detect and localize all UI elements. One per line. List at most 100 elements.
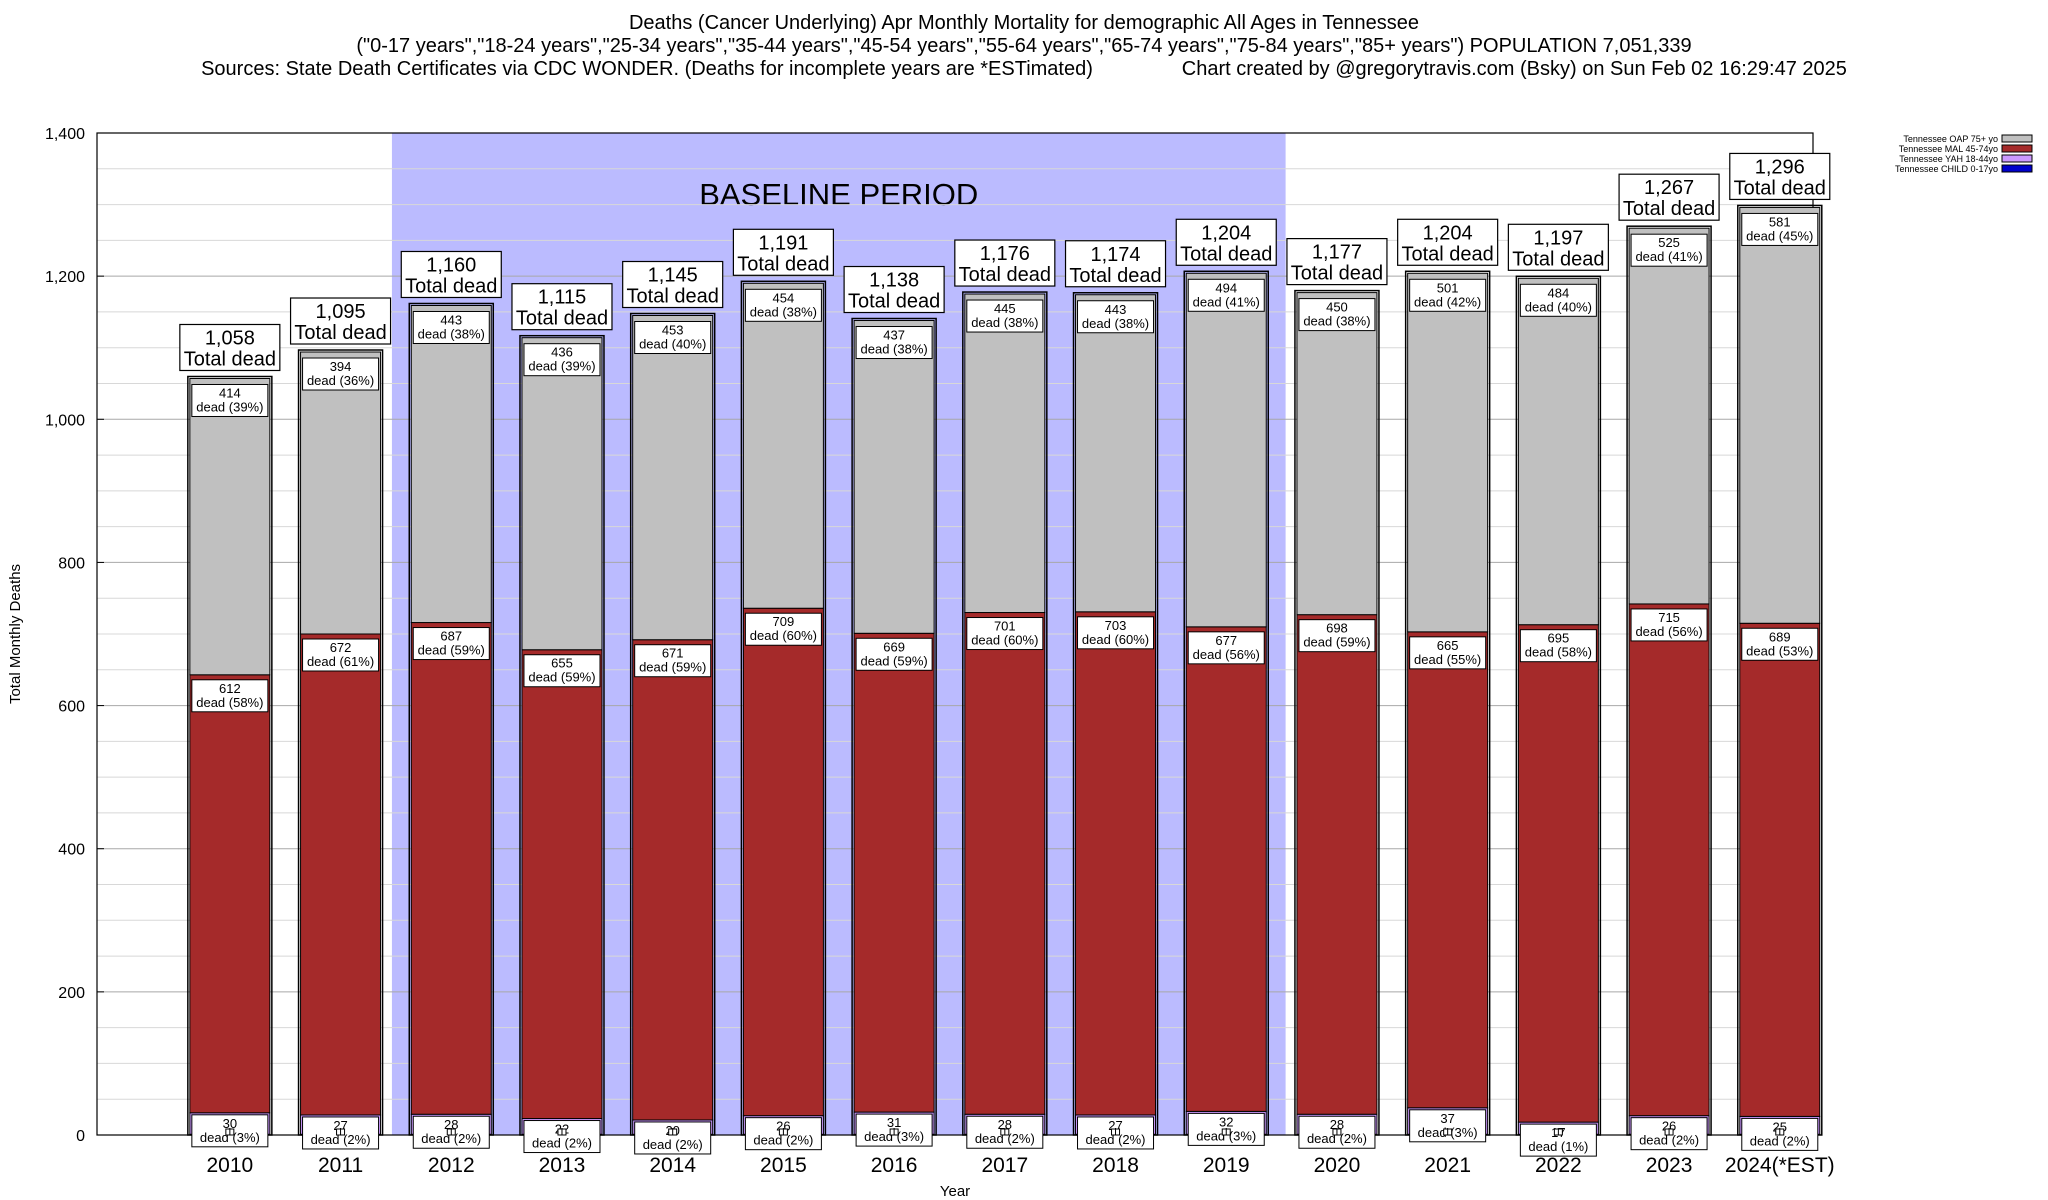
total-label-box <box>1175 218 1277 266</box>
oap-label-box <box>1741 212 1819 246</box>
x-tick-label: 2022 <box>1535 1154 1582 1177</box>
yah-label-value: 37 <box>1440 1111 1454 1126</box>
bar-segment-mal <box>964 612 1046 1115</box>
yah-label-pct: dead (2%) <box>311 1132 371 1147</box>
bar-segment-oap <box>742 282 824 609</box>
oap-label-pct: dead (38%) <box>971 315 1038 330</box>
chart-credit: Chart created by @gregorytravis.com (Bsk… <box>1181 58 1847 80</box>
total-label-suffix: Total dead <box>294 322 386 344</box>
mal-label-value: 677 <box>1215 633 1237 648</box>
oap-label-box <box>966 299 1044 333</box>
chart-header: Deaths (Cancer Underlying) Apr Monthly M… <box>0 12 2048 81</box>
mal-label-value: 672 <box>330 640 352 655</box>
mal-label-value: 701 <box>994 619 1016 634</box>
y-tick-label: 0 <box>76 1128 85 1145</box>
mal-label-pct: dead (60%) <box>971 633 1038 648</box>
y-tick-label: 400 <box>58 842 85 859</box>
y-tick-label: 200 <box>58 985 85 1002</box>
mal-label-box <box>966 617 1044 651</box>
oap-label-value: 437 <box>883 328 905 343</box>
mal-label-box <box>1077 616 1155 650</box>
mal-label-box <box>412 627 490 661</box>
mal-label-value: 665 <box>1437 638 1459 653</box>
mal-label-box <box>855 637 933 671</box>
oap-label-value: 484 <box>1548 285 1570 300</box>
oap-label-value: 443 <box>440 312 462 327</box>
oap-label-value: 436 <box>551 345 573 360</box>
baseline-period-label: BASELINE PERIOD <box>699 177 978 212</box>
oap-label-pct: dead (45%) <box>1746 228 1813 243</box>
mal-label-value: 655 <box>551 656 573 671</box>
x-tick-label: 2018 <box>1092 1154 1139 1177</box>
bar-segment-oap <box>1296 292 1378 616</box>
oap-label-value: 525 <box>1658 235 1680 250</box>
x-tick-label: 2014 <box>649 1154 696 1177</box>
yah-label-pct: dead (2%) <box>1086 1132 1146 1147</box>
mal-label-box <box>191 679 269 713</box>
total-label-suffix: Total dead <box>1512 248 1604 270</box>
mal-label-pct: dead (53%) <box>1746 643 1813 658</box>
total-label-box <box>289 297 392 345</box>
total-label-value: 1,145 <box>648 265 698 287</box>
mal-label-pct: dead (58%) <box>1525 645 1592 660</box>
mal-label-box <box>1519 629 1597 663</box>
bar-segment-mal <box>189 674 271 1114</box>
oap-label-box <box>1077 300 1155 334</box>
total-label-suffix: Total dead <box>184 348 276 370</box>
x-tick-label: 2017 <box>981 1154 1028 1177</box>
total-label-value: 1,174 <box>1090 244 1140 266</box>
mal-label-value: 709 <box>773 614 795 629</box>
bar-segment-oap <box>632 315 714 641</box>
yah-label-pct: dead (2%) <box>1307 1131 1367 1146</box>
mal-label-value: 703 <box>1105 618 1127 633</box>
total-label-box <box>511 283 613 331</box>
mal-label-value: 669 <box>883 639 905 654</box>
legend-swatch <box>2001 164 2033 173</box>
oap-label-pct: dead (40%) <box>1525 299 1592 314</box>
mal-label-pct: dead (59%) <box>528 670 595 685</box>
oap-label-box <box>1409 278 1487 312</box>
total-label-box <box>179 323 281 372</box>
oap-label-pct: dead (39%) <box>196 399 263 414</box>
total-label-box <box>1729 152 1831 201</box>
mal-label-pct: dead (58%) <box>196 695 263 710</box>
chart-sources: Sources: State Death Certificates via CD… <box>201 58 1093 80</box>
x-axis-title: Year <box>940 1183 970 1200</box>
legend-swatch <box>2001 154 2033 163</box>
yah-label-value: 28 <box>444 1117 458 1132</box>
mal-label-pct: dead (59%) <box>861 653 928 668</box>
bar-segment-oap <box>300 351 382 635</box>
yah-label-value: 31 <box>887 1115 901 1130</box>
oap-label-box <box>412 310 490 344</box>
bar-segment-mal <box>1296 614 1378 1115</box>
mal-label-pct: dead (59%) <box>418 643 485 658</box>
oap-label-value: 450 <box>1326 300 1348 315</box>
bar-segment-oap <box>964 293 1046 614</box>
total-label-value: 1,267 <box>1644 177 1694 199</box>
oap-label-box <box>1630 233 1708 267</box>
mal-label-value: 687 <box>440 629 462 644</box>
bar-segment-mal <box>632 639 714 1121</box>
chart-subtitle: ("0-17 years","18-24 years","25-34 years… <box>356 35 1692 57</box>
legend-label: Tennessee CHILD 0-17yo <box>1895 164 1998 174</box>
bar-segment-oap <box>1739 206 1821 624</box>
bar-segment-mal <box>1407 631 1489 1109</box>
oap-label-box <box>191 383 269 417</box>
yah-label-pct: dead (1%) <box>1528 1139 1588 1154</box>
bar-segment-oap <box>521 337 603 651</box>
total-label-box <box>843 265 945 314</box>
oap-label-box <box>744 288 822 322</box>
mal-label-pct: dead (60%) <box>1082 632 1149 647</box>
legend-label: Tennessee OAP 75+ yo <box>1903 134 1998 144</box>
total-label-box <box>954 239 1056 287</box>
yah-label-box <box>634 1121 712 1155</box>
oap-label-value: 581 <box>1769 214 1791 229</box>
total-label-value: 1,197 <box>1533 227 1583 249</box>
legend-label: Tennessee MAL 45-74yo <box>1899 144 1998 154</box>
total-label-value: 1,176 <box>980 243 1030 265</box>
yah-label-pct: dead (2%) <box>643 1137 703 1152</box>
legend-label: Tennessee YAH 18-44yo <box>1899 154 1998 164</box>
x-tick-label: 2020 <box>1314 1154 1361 1177</box>
oap-label-box <box>1187 278 1265 312</box>
